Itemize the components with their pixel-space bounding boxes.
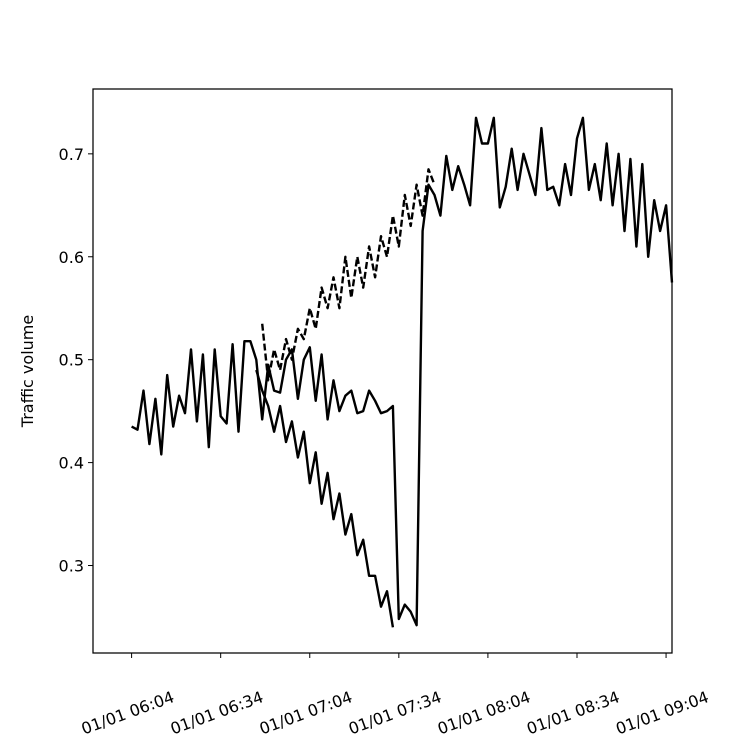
y-axis: 0.3 0.4 0.5 0.6 0.7 xyxy=(59,145,93,576)
plot-frame xyxy=(92,88,673,654)
y-tick-label: 0.6 xyxy=(59,248,84,267)
y-tick-label: 0.4 xyxy=(59,454,84,473)
series-line-1 xyxy=(131,116,674,627)
y-tick-label: 0.5 xyxy=(59,351,84,370)
y-tick-label: 0.3 xyxy=(59,557,84,576)
series-line-3 xyxy=(255,369,395,628)
y-axis-label: Traffic volume xyxy=(18,315,37,428)
y-tick-label: 0.7 xyxy=(59,145,84,164)
plot-area xyxy=(131,116,674,628)
